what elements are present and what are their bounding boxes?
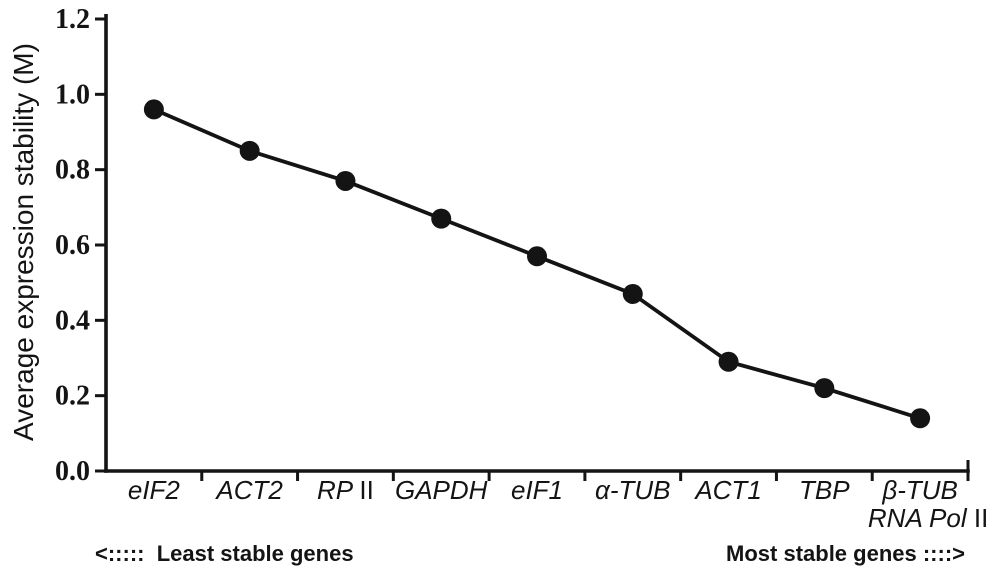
most-stable-annotation: Most stable genes ::::> <box>726 541 965 566</box>
category-label: RP II <box>317 475 374 505</box>
category-sublabel: RNA Pol II <box>868 503 988 533</box>
y-tick-label: 1.0 <box>55 79 90 110</box>
category-label: β-TUB <box>881 475 958 505</box>
y-tick-label: 0.2 <box>55 381 90 412</box>
category-label: TBP <box>799 475 850 505</box>
data-point <box>239 140 260 161</box>
category-label: α-TUB <box>595 475 671 505</box>
y-tick-label: 0.8 <box>55 155 90 186</box>
data-point <box>622 283 643 304</box>
least-stable-annotation: <::::: Least stable genes <box>95 541 354 566</box>
y-tick-label: 0.4 <box>55 305 90 336</box>
data-point <box>335 170 356 191</box>
data-point <box>431 208 452 229</box>
category-label: ACT1 <box>693 475 761 505</box>
y-tick-label: 0.0 <box>55 456 90 487</box>
data-point <box>143 99 164 120</box>
category-label: eIF2 <box>128 475 181 505</box>
data-point <box>527 246 547 267</box>
data-point <box>910 408 931 429</box>
y-axis-title: Average expression stability (M) <box>8 43 39 441</box>
y-tick-label: 0.6 <box>55 230 90 261</box>
category-label: eIF1 <box>511 475 563 505</box>
data-point <box>814 378 835 399</box>
category-label: ACT2 <box>214 475 283 505</box>
data-point <box>718 351 739 372</box>
y-tick-label: 1.2 <box>55 4 90 35</box>
category-label: GAPDH <box>395 475 488 505</box>
